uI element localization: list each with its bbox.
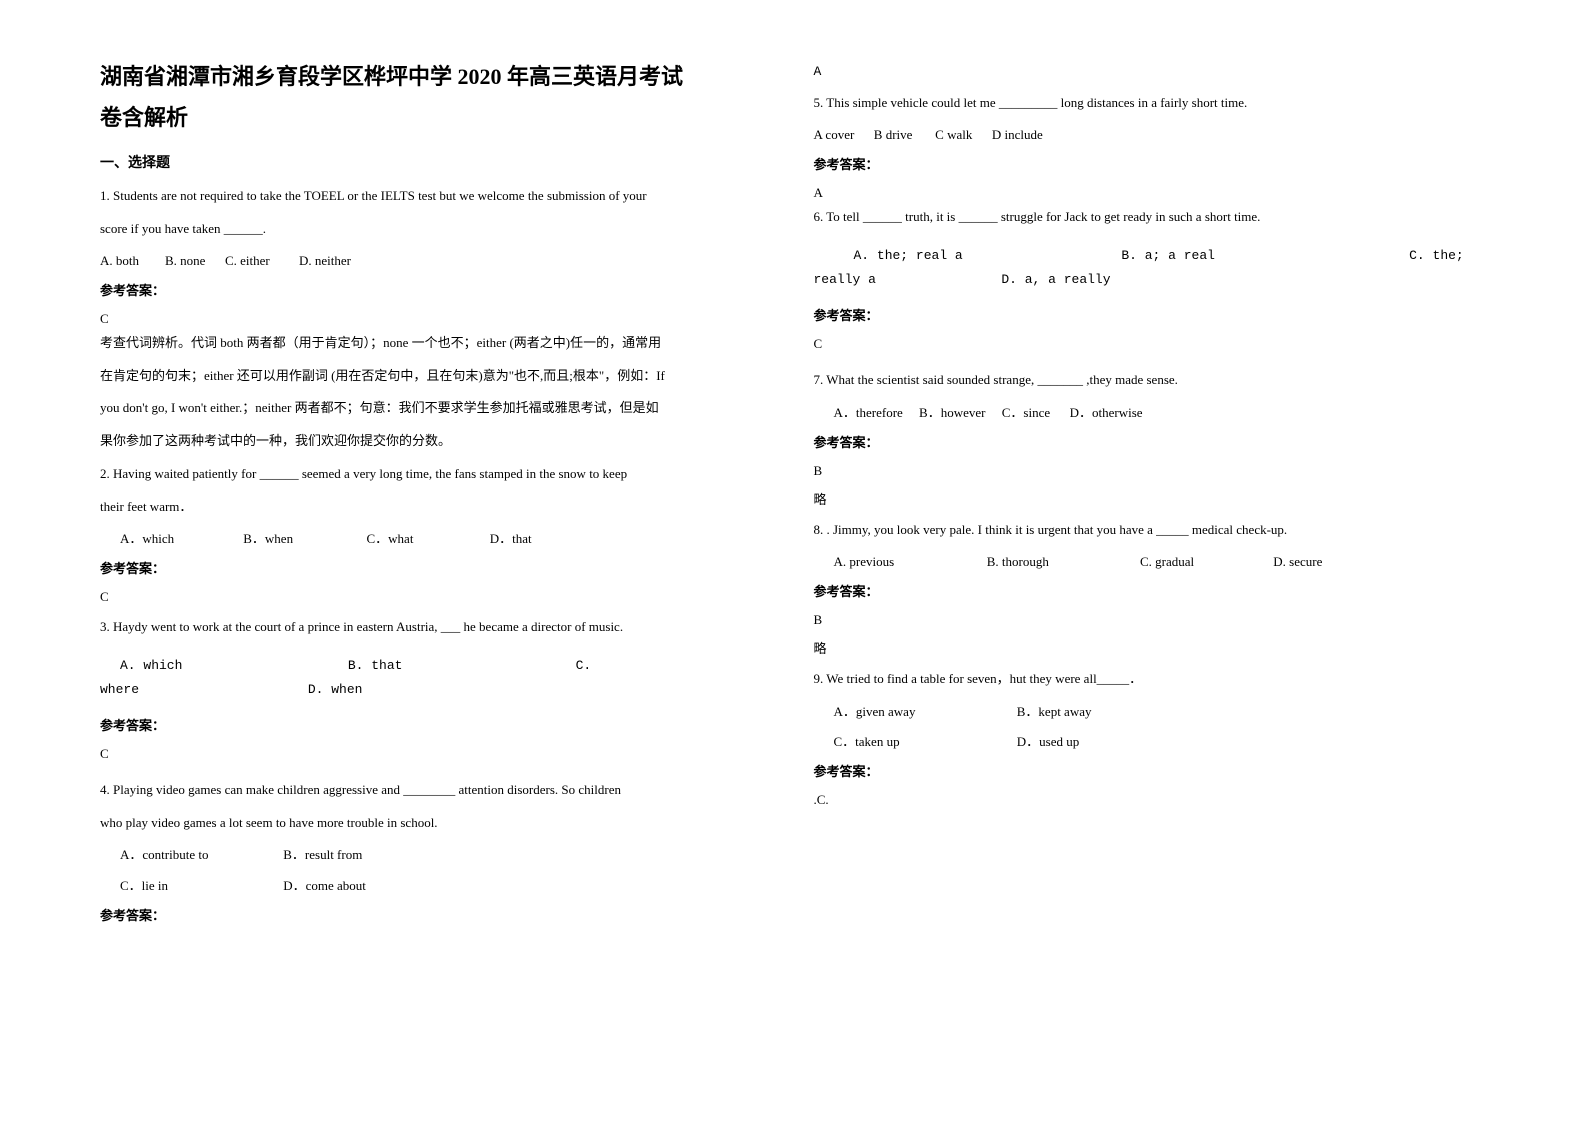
q6-answer: C xyxy=(814,336,1488,352)
q9-answer: .C. xyxy=(814,792,1488,808)
q6-options-row2: really a D. a, a really xyxy=(814,268,1488,293)
q9-options-row1: A．given away B．kept away xyxy=(814,700,1488,725)
q3-options-row1: A. which B. that C. xyxy=(100,654,774,679)
q6-options-row1: A. the; real a B. a; a real C. the; xyxy=(814,244,1488,269)
q2-options: A．which B．when C．what D．that xyxy=(100,527,774,552)
q4-option-d: D．come about xyxy=(283,874,366,899)
q4-options-row1: A．contribute to B．result from xyxy=(100,843,774,868)
q9-option-a: A．given away xyxy=(834,700,1014,725)
q6-answer-label: 参考答案： xyxy=(814,305,1488,324)
q4-option-c: C．lie in xyxy=(120,874,280,899)
q6-option-b: B. a; a real xyxy=(1121,244,1401,269)
q8-option-d: D. secure xyxy=(1273,550,1322,575)
q4-text-line2: who play video games a lot seem to have … xyxy=(100,811,774,836)
q4-options-row2: C．lie in D．come about xyxy=(100,874,774,899)
right-column: A 5. This simple vehicle could let me __… xyxy=(814,60,1488,1062)
q1-text-line1: 1. Students are not required to take the… xyxy=(100,184,774,209)
q2-option-c: C．what xyxy=(367,527,487,552)
q5-answer: A xyxy=(814,185,1488,201)
q9-text: 9. We tried to find a table for seven，hu… xyxy=(814,667,1488,692)
q2-text-line2: their feet warm． xyxy=(100,495,774,520)
q6-option-d: D. a, a really xyxy=(1001,268,1110,293)
q2-text-line1: 2. Having waited patiently for ______ se… xyxy=(100,462,774,487)
q3-option-c: C. xyxy=(576,654,592,679)
q4-answer-label: 参考答案： xyxy=(100,905,774,924)
q9-option-b: B．kept away xyxy=(1017,700,1092,725)
q2-option-b: B．when xyxy=(243,527,363,552)
section-header: 一、选择题 xyxy=(100,152,774,172)
q1-answer: C xyxy=(100,311,774,327)
q6-option-c: C. the; xyxy=(1409,244,1464,269)
q2-option-a: A．which xyxy=(120,527,240,552)
q3-options-row2: where D. when xyxy=(100,678,774,703)
q8-option-c: C. gradual xyxy=(1140,550,1270,575)
q1-explanation-line1: 考查代词辨析。代词 both 两者都（用于肯定句）；none 一个也不；eith… xyxy=(100,331,774,356)
q8-options: A. previous B. thorough C. gradual D. se… xyxy=(814,550,1488,575)
q4-answer: A xyxy=(814,60,1488,85)
q7-note: 略 xyxy=(814,489,1488,508)
q9-answer-label: 参考答案： xyxy=(814,761,1488,780)
q7-answer-label: 参考答案： xyxy=(814,432,1488,451)
q3-text: 3. Haydy went to work at the court of a … xyxy=(100,615,774,640)
q3-option-a: A. which xyxy=(120,654,340,679)
q1-explanation-line3: you don't go, I won't either.；neither 两者… xyxy=(100,396,774,421)
left-column: 湖南省湘潭市湘乡育段学区桦坪中学 2020 年高三英语月考试 卷含解析 一、选择… xyxy=(100,60,774,1062)
q1-options: A. both B. none C. either D. neither xyxy=(100,249,774,274)
q1-answer-label: 参考答案： xyxy=(100,280,774,299)
q5-answer-label: 参考答案： xyxy=(814,154,1488,173)
q2-answer: C xyxy=(100,589,774,605)
q9-options-row2: C．taken up D．used up xyxy=(814,730,1488,755)
q5-options: A cover B drive C walk D include xyxy=(814,123,1488,148)
q8-answer-label: 参考答案： xyxy=(814,581,1488,600)
q1-explanation-line2: 在肯定句的句末；either 还可以用作副词 (用在否定句中，且在句末)意为"也… xyxy=(100,364,774,389)
q2-answer-label: 参考答案： xyxy=(100,558,774,577)
q7-options: A．therefore B．however C．since D．otherwis… xyxy=(814,401,1488,426)
document-title-line1: 湖南省湘潭市湘乡育段学区桦坪中学 2020 年高三英语月考试 xyxy=(100,60,774,93)
q3-option-d: D. when xyxy=(308,678,363,703)
q1-text-line2: score if you have taken ______. xyxy=(100,217,774,242)
q6-option-a: A. the; real a xyxy=(854,244,1114,269)
q8-note: 略 xyxy=(814,638,1488,657)
q8-option-b: B. thorough xyxy=(987,550,1137,575)
q5-text: 5. This simple vehicle could let me ____… xyxy=(814,91,1488,116)
q8-text: 8. . Jimmy, you look very pale. I think … xyxy=(814,518,1488,543)
q9-option-d: D．used up xyxy=(1017,730,1079,755)
q7-answer: B xyxy=(814,463,1488,479)
q2-option-d: D．that xyxy=(490,527,532,552)
q3-answer: C xyxy=(100,746,774,762)
q8-option-a: A. previous xyxy=(834,550,984,575)
q3-answer-label: 参考答案： xyxy=(100,715,774,734)
q3-option-c2: where xyxy=(100,678,300,703)
q3-option-b: B. that xyxy=(348,654,568,679)
q8-answer: B xyxy=(814,612,1488,628)
q1-explanation-line4: 果你参加了这两种考试中的一种，我们欢迎你提交你的分数。 xyxy=(100,429,774,454)
q6-text: 6. To tell ______ truth, it is ______ st… xyxy=(814,205,1488,230)
q4-option-b: B．result from xyxy=(283,843,362,868)
q6-option-c2: really a xyxy=(814,268,994,293)
document-title-line2: 卷含解析 xyxy=(100,101,774,134)
q4-option-a: A．contribute to xyxy=(120,843,280,868)
q7-text: 7. What the scientist said sounded stran… xyxy=(814,368,1488,393)
q4-text-line1: 4. Playing video games can make children… xyxy=(100,778,774,803)
q9-option-c: C．taken up xyxy=(834,730,1014,755)
